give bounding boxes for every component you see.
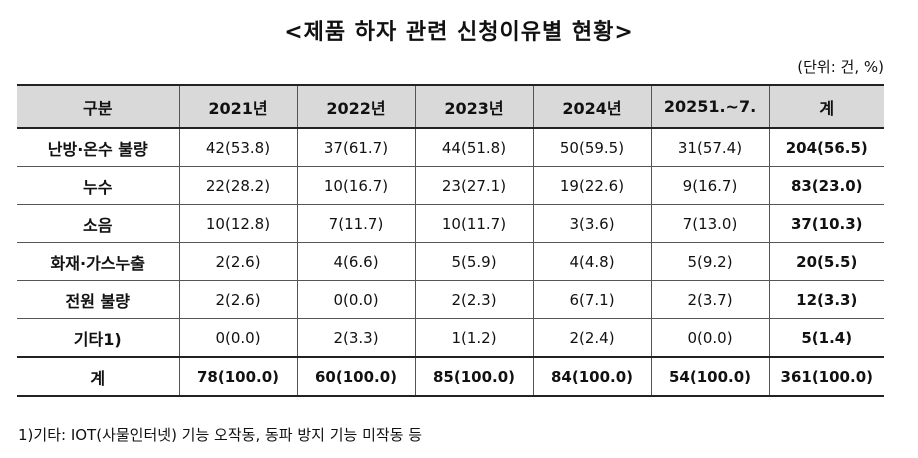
header-category: 구분: [17, 84, 180, 129]
table-cell: 7(11.7): [296, 204, 416, 243]
footnote: 1)기타: IOT(사물인터넷) 기능 오작동, 동파 방지 기능 미작동 등: [18, 426, 423, 444]
table-cell: 2(2.3): [414, 280, 534, 319]
row-label: 누수: [17, 166, 180, 205]
table-cell: 0(0.0): [650, 318, 770, 358]
row-label: 화재·가스누출: [17, 242, 180, 281]
row-total-cell: 204(56.5): [768, 127, 884, 167]
table-cell: 42(53.8): [178, 127, 298, 167]
table-cell: 10(12.8): [178, 204, 298, 243]
table-cell: 2(2.6): [178, 280, 298, 319]
table-cell: 3(3.6): [532, 204, 652, 243]
table-row: 전원 불량 2(2.6) 0(0.0) 2(2.3) 6(7.1) 2(3.7)…: [17, 280, 884, 319]
table-cell: 85(100.0): [414, 356, 534, 397]
table-row: 누수 22(28.2) 10(16.7) 23(27.1) 19(22.6) 9…: [17, 166, 884, 205]
table-row: 소음 10(12.8) 7(11.7) 10(11.7) 3(3.6) 7(13…: [17, 204, 884, 243]
table-cell: 2(3.3): [296, 318, 416, 358]
grand-total-cell: 361(100.0): [768, 356, 884, 397]
table-cell: 84(100.0): [532, 356, 652, 397]
table-cell: 44(51.8): [414, 127, 534, 167]
table-cell: 23(27.1): [414, 166, 534, 205]
row-total-cell: 83(23.0): [768, 166, 884, 205]
row-label: 난방·온수 불량: [17, 127, 180, 167]
row-label: 계: [17, 356, 180, 397]
table-cell: 50(59.5): [532, 127, 652, 167]
table-cell: 54(100.0): [650, 356, 770, 397]
table-cell: 31(57.4): [650, 127, 770, 167]
header-2025: 20251.~7.: [650, 84, 770, 129]
table-cell: 2(3.7): [650, 280, 770, 319]
row-total-cell: 20(5.5): [768, 242, 884, 281]
table-cell: 4(4.8): [532, 242, 652, 281]
row-label: 소음: [17, 204, 180, 243]
header-2024: 2024년: [532, 84, 652, 129]
header-row: 구분 2021년 2022년 2023년 2024년 20251.~7. 계: [17, 84, 884, 129]
statistics-table: 구분 2021년 2022년 2023년 2024년 20251.~7. 계 난…: [17, 84, 884, 397]
row-label: 기타1): [17, 318, 180, 358]
table-title: <제품 하자 관련 신청이유별 현황>: [284, 20, 634, 45]
header-2021: 2021년: [178, 84, 298, 129]
table-cell: 5(5.9): [414, 242, 534, 281]
table-cell: 10(16.7): [296, 166, 416, 205]
table-row: 난방·온수 불량 42(53.8) 37(61.7) 44(51.8) 50(5…: [17, 127, 884, 167]
row-total-cell: 12(3.3): [768, 280, 884, 319]
table-cell: 1(1.2): [414, 318, 534, 358]
table-cell: 78(100.0): [178, 356, 298, 397]
table-cell: 9(16.7): [650, 166, 770, 205]
table-cell: 7(13.0): [650, 204, 770, 243]
table-cell: 4(6.6): [296, 242, 416, 281]
header-2022: 2022년: [296, 84, 416, 129]
header-total: 계: [768, 84, 884, 129]
table-cell: 22(28.2): [178, 166, 298, 205]
table-cell: 2(2.4): [532, 318, 652, 358]
table-row: 화재·가스누출 2(2.6) 4(6.6) 5(5.9) 4(4.8) 5(9.…: [17, 242, 884, 281]
table-cell: 6(7.1): [532, 280, 652, 319]
header-2023: 2023년: [414, 84, 534, 129]
table-cell: 10(11.7): [414, 204, 534, 243]
table-row: 기타1) 0(0.0) 2(3.3) 1(1.2) 2(2.4) 0(0.0) …: [17, 318, 884, 358]
table-cell: 5(9.2): [650, 242, 770, 281]
table-cell: 0(0.0): [178, 318, 298, 358]
table-cell: 37(61.7): [296, 127, 416, 167]
table-cell: 60(100.0): [296, 356, 416, 397]
unit-label: (단위: 건, %): [797, 58, 884, 76]
table-cell: 19(22.6): [532, 166, 652, 205]
table-cell: 0(0.0): [296, 280, 416, 319]
row-total-cell: 5(1.4): [768, 318, 884, 358]
grand-total-row: 계 78(100.0) 60(100.0) 85(100.0) 84(100.0…: [17, 356, 884, 397]
row-total-cell: 37(10.3): [768, 204, 884, 243]
row-label: 전원 불량: [17, 280, 180, 319]
table-cell: 2(2.6): [178, 242, 298, 281]
